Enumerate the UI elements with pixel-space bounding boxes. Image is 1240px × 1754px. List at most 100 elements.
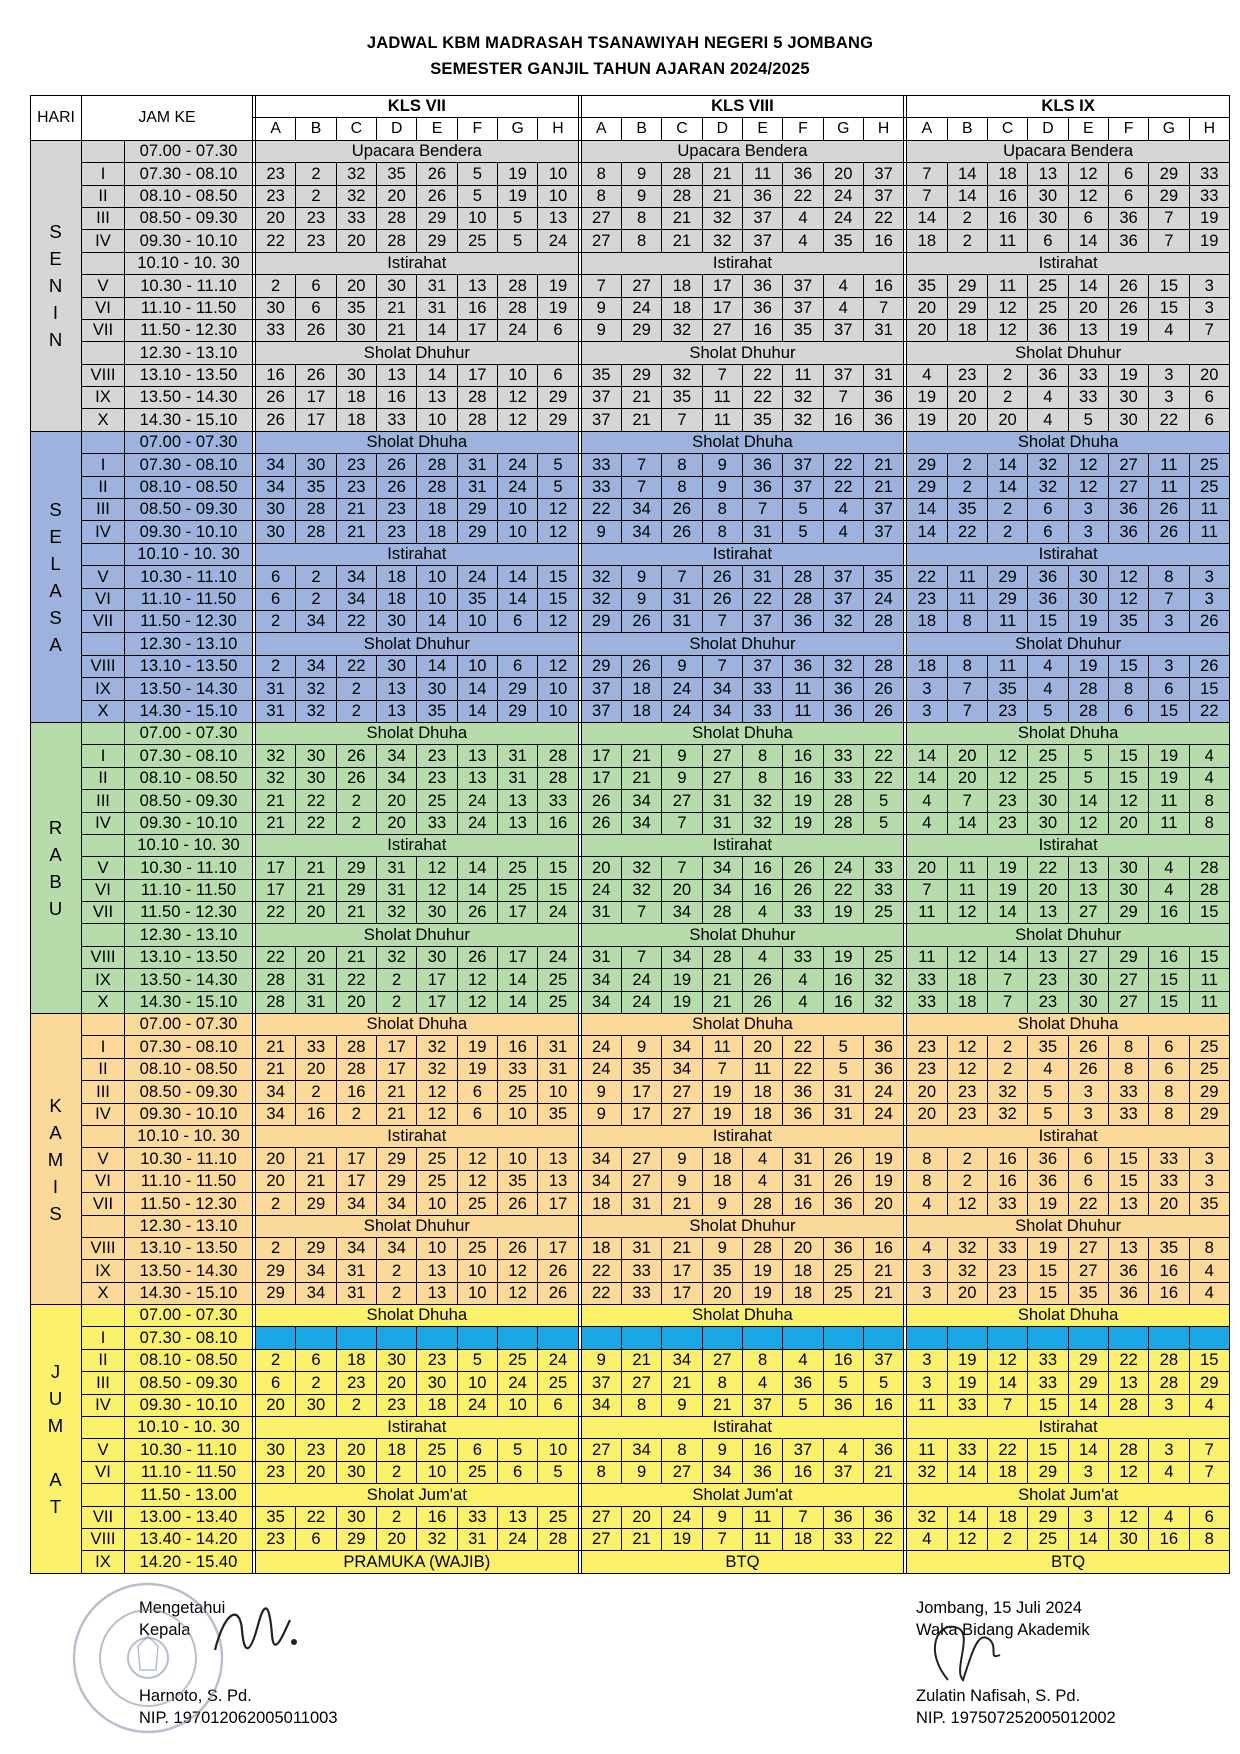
teacher-code-cell: 19 — [1067, 654, 1109, 679]
teacher-code-cell: 14 — [986, 475, 1029, 500]
teacher-code-cell: 4 — [782, 990, 824, 1015]
teacher-code-cell: 34 — [620, 498, 663, 522]
teacher-code-cell: 11 — [782, 699, 824, 723]
teacher-code-cell: 30 — [375, 609, 418, 634]
table-row: 10.10 - 10. 30 Istirahat Istirahat Istiraha… — [30, 542, 1230, 567]
teacher-code-cell: 15 — [537, 565, 579, 589]
teacher-code-cell: 5 — [496, 1438, 539, 1462]
teacher-code-cell: 18 — [375, 587, 418, 611]
teacher-code-cell: 11 — [946, 565, 988, 589]
teacher-code-cell: 4 — [906, 363, 948, 388]
teacher-code-cell: 26 — [741, 968, 784, 992]
teacher-code-cell: 35 — [620, 1057, 663, 1082]
teacher-code-cell: 14 — [906, 498, 948, 522]
teacher-code-cell: 22 — [862, 744, 905, 768]
teacher-code-cell: 6 — [1148, 1057, 1190, 1082]
teacher-code-cell: 28 — [496, 274, 539, 298]
teacher-code-cell: 32 — [822, 609, 864, 634]
teacher-code-cell: 21 — [620, 766, 663, 791]
teacher-code-cell: 20 — [782, 1236, 824, 1261]
teacher-code-cell: 2 — [986, 520, 1029, 544]
teacher-code-cell: 5 — [537, 475, 579, 500]
teacher-code-cell: 30 — [254, 1438, 297, 1462]
teacher-code-cell — [661, 1326, 703, 1350]
event-cell: PRAMUKA (WAJIB) — [255, 1550, 579, 1574]
period-time: 13.10 - 13.50 — [124, 654, 253, 679]
teacher-code-cell: 13 — [375, 363, 418, 388]
teacher-code-cell: 36 — [741, 274, 784, 298]
teacher-code-cell: 11 — [906, 945, 948, 970]
teacher-code-cell: 7 — [1148, 587, 1190, 611]
teacher-code-cell: 35 — [295, 475, 337, 500]
teacher-code-cell: 9 — [580, 1080, 622, 1104]
teacher-code-cell: 20 — [701, 1281, 743, 1306]
teacher-code-cell: 27 — [1067, 901, 1109, 925]
teacher-code-cell: 10 — [496, 1393, 539, 1418]
teacher-code-cell: 9 — [661, 1147, 703, 1171]
teacher-code-cell: 28 — [701, 945, 743, 970]
teacher-code-cell: 15 — [1107, 1147, 1150, 1171]
teacher-code-cell: 36 — [1107, 498, 1150, 522]
teacher-code-cell: 16 — [1148, 901, 1190, 925]
teacher-code-cell: 14 — [416, 363, 458, 388]
teacher-code-cell: 29 — [375, 1147, 418, 1171]
period-number: VII — [81, 609, 125, 634]
teacher-code-cell: 29 — [1188, 1102, 1231, 1126]
teacher-code-cell: 12 — [1107, 565, 1150, 589]
teacher-code-cell: 16 — [1148, 945, 1190, 970]
teacher-code-cell: 9 — [701, 1438, 743, 1462]
teacher-code-cell: 25 — [862, 945, 905, 970]
teacher-code-cell: 36 — [741, 475, 784, 500]
teacher-code-cell: 16 — [986, 1147, 1029, 1171]
teacher-code-cell: 33 — [456, 1505, 498, 1530]
teacher-code-cell: 21 — [701, 162, 743, 186]
signature-left-scribble — [213, 1607, 297, 1651]
teacher-code-cell: 36 — [822, 1393, 864, 1418]
event-cell: Istirahat — [580, 1416, 905, 1440]
period-number — [81, 1124, 125, 1149]
teacher-code-cell: 16 — [986, 184, 1029, 208]
teacher-code-cell: 16 — [1148, 1281, 1190, 1306]
table-row: II 08.10 - 08.50 2 6 18 30 23 5 25 24 9 21 34 27 8 4 16 3… — [30, 1348, 1231, 1373]
teacher-code-cell: 33 — [580, 475, 622, 500]
period-number — [81, 251, 125, 276]
teacher-code-cell: 5 — [782, 520, 824, 544]
teacher-code-cell: 22 — [1188, 699, 1231, 723]
header-section: C — [661, 117, 703, 141]
teacher-code-cell: 28 — [862, 654, 905, 679]
teacher-code-cell: 27 — [1107, 475, 1150, 500]
period-number — [81, 721, 125, 746]
teacher-code-cell: 14 — [906, 206, 948, 231]
teacher-code-cell: 17 — [254, 856, 297, 880]
period-time: 07.00 - 07.30 — [124, 721, 253, 746]
teacher-code-cell: 29 — [986, 565, 1029, 589]
teacher-code-cell: 23 — [986, 699, 1029, 723]
teacher-code-cell: 16 — [741, 856, 784, 880]
period-time: 08.10 - 08.50 — [124, 1348, 253, 1373]
teacher-code-cell: 25 — [416, 789, 458, 813]
teacher-code-cell: 23 — [1027, 990, 1069, 1015]
period-number — [81, 923, 125, 947]
teacher-code-cell: 30 — [1107, 1527, 1150, 1552]
teacher-code-cell: 5 — [456, 162, 498, 186]
teacher-code-cell — [456, 1326, 498, 1350]
teacher-code-cell: 8 — [580, 162, 622, 186]
period-number: II — [81, 1348, 125, 1373]
table-row: X 14.30 - 15.10 31 32 2 13 35 14 29 10 37 18 24 34 33 1… — [30, 699, 1231, 723]
teacher-code-cell: 5 — [456, 1348, 498, 1373]
teacher-code-cell: 26 — [416, 184, 458, 208]
teacher-code-cell: 27 — [1067, 1236, 1109, 1261]
teacher-code-cell: 7 — [822, 386, 864, 410]
teacher-code-cell: 24 — [620, 990, 663, 1015]
teacher-code-cell: 7 — [1188, 1438, 1231, 1462]
teacher-code-cell: 34 — [335, 1192, 377, 1216]
teacher-code-cell: 33 — [335, 206, 377, 231]
table-row: IX 13.50 - 14.30 29 34 31 2 13 10 12 26 22 33 17 35 19… — [30, 1259, 1231, 1283]
teacher-code-cell: 33 — [1188, 162, 1231, 186]
table-row: VII 11.50 - 12.30 22 20 21 32 30 26 17 24 31 7 34 28 4… — [30, 901, 1231, 925]
teacher-code-cell: 35 — [496, 1169, 539, 1194]
teacher-code-cell: 6 — [295, 1527, 337, 1552]
teacher-code-cell: 32 — [822, 654, 864, 679]
teacher-code-cell: 35 — [416, 699, 458, 723]
